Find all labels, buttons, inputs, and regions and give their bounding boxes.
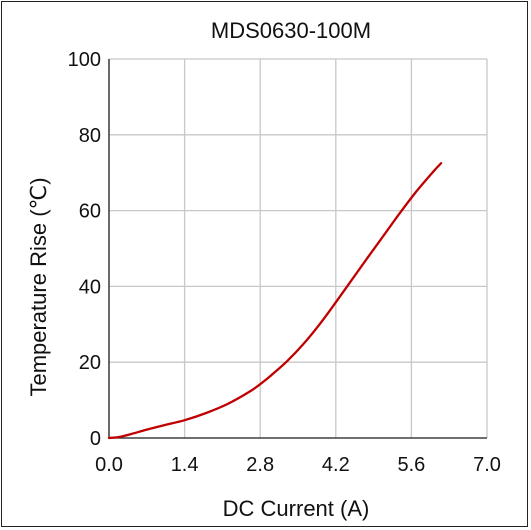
plot-border xyxy=(108,59,487,439)
x-tick-label: 1.4 xyxy=(171,454,199,476)
y-axis-label: Temperature Rise (℃) xyxy=(26,177,51,396)
x-tick-label: 7.0 xyxy=(473,454,501,476)
y-tick-label: 80 xyxy=(79,125,101,147)
y-tick-label: 40 xyxy=(79,276,101,298)
y-tick-label: 60 xyxy=(79,201,101,223)
x-tick-label: 4.2 xyxy=(322,454,350,476)
series-line xyxy=(107,162,443,440)
x-tick-label: 2.8 xyxy=(246,454,274,476)
x-axis-label: DC Current (A) xyxy=(223,496,370,521)
x-tick-label: 5.6 xyxy=(397,454,425,476)
tick-labels: 0.0 1.4 2.8 4.2 5.6 7.0 0 20 40 60 80 100 xyxy=(68,49,501,476)
grid-lines xyxy=(108,58,488,439)
series-layer xyxy=(107,162,443,440)
chart-title: MDS0630-100M xyxy=(211,18,371,43)
y-tick-label: 0 xyxy=(90,428,101,450)
y-tick-label: 100 xyxy=(68,49,101,71)
x-tick-label: 0.0 xyxy=(95,454,123,476)
y-tick-label: 20 xyxy=(79,352,101,374)
